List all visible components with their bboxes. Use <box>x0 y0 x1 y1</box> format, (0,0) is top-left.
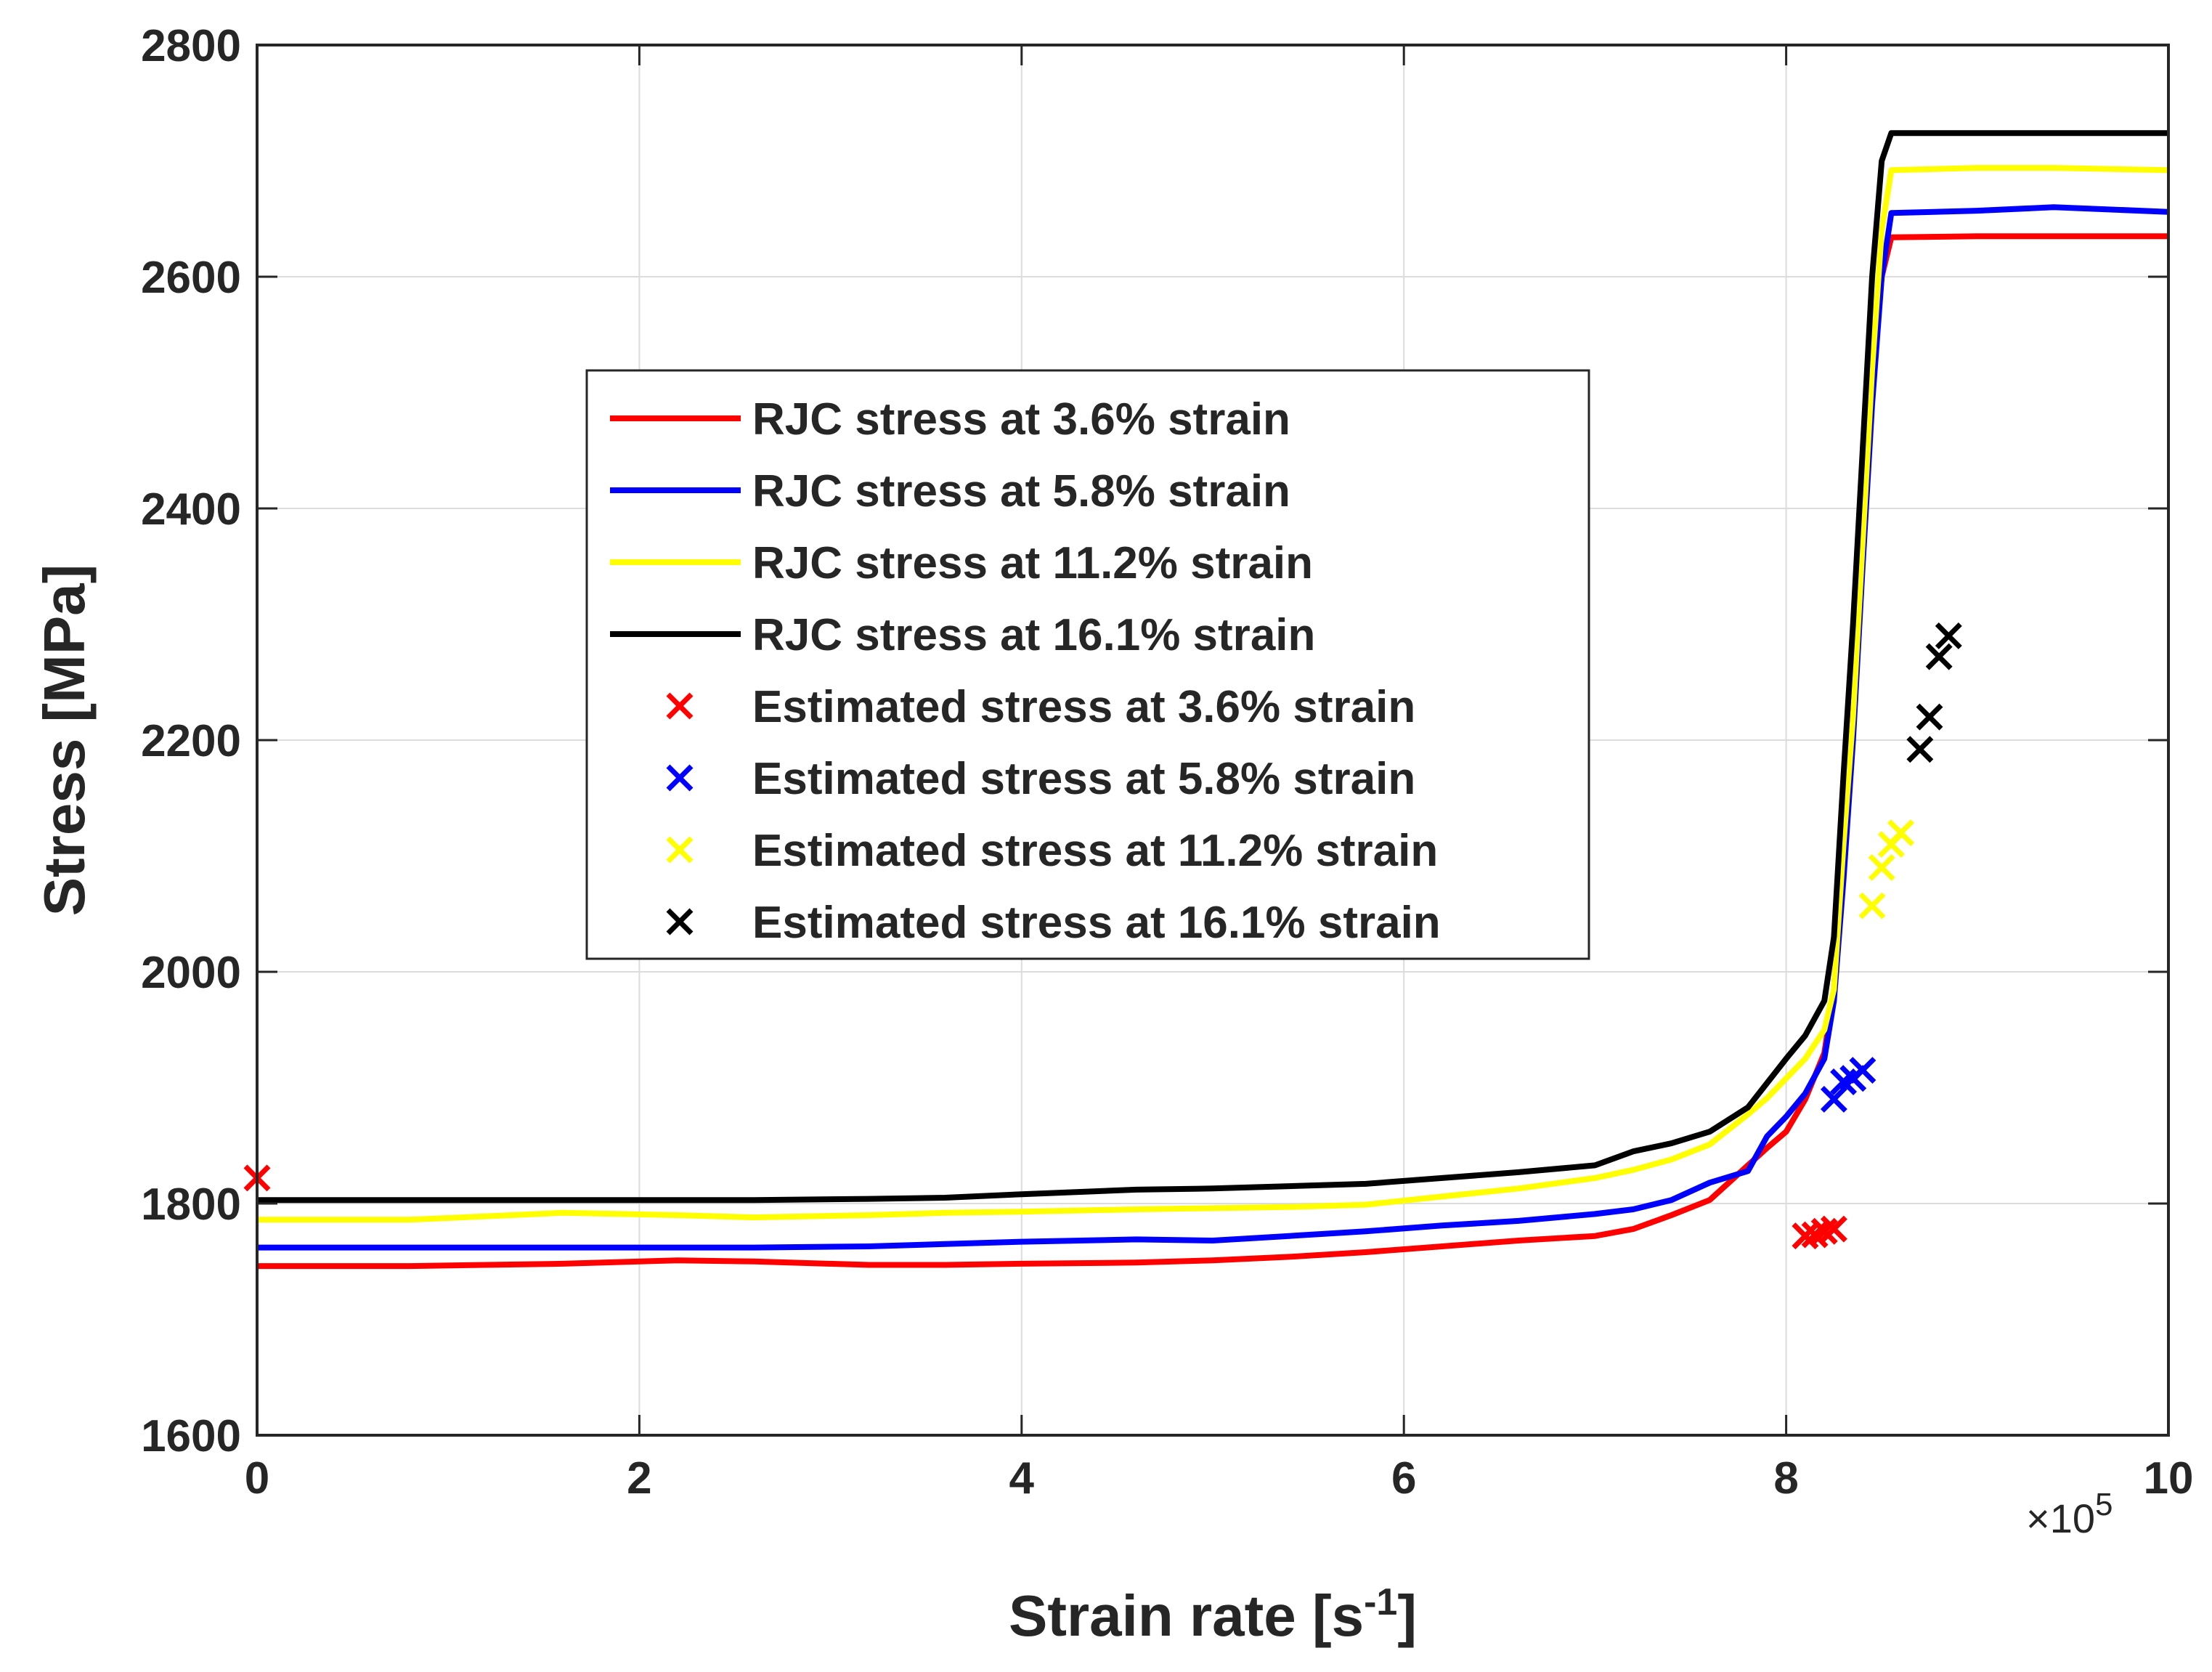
series-line-3 <box>257 165 2169 1223</box>
x-axis-multiplier: ×105 <box>2026 1487 2113 1542</box>
legend-label: Estimated stress at 3.6% strain <box>752 682 1415 732</box>
series-7-point <box>1868 853 1895 881</box>
series-8-point <box>1906 736 1934 763</box>
y-tick-label: 2800 <box>141 21 241 71</box>
legend-label: RJC stress at 3.6% strain <box>752 394 1290 445</box>
legend-marker-swatch <box>666 908 694 936</box>
legend: RJC stress at 3.6% strain RJC stress at 5… <box>585 369 1590 960</box>
legend-entry: Estimated stress at 3.6% strain <box>666 682 1415 732</box>
legend-label: Estimated stress at 16.1% strain <box>752 898 1441 948</box>
series-7-point <box>1858 892 1886 920</box>
x-axis-multiplier-exponent: 5 <box>2095 1487 2113 1522</box>
legend-entry: RJC stress at 16.1% strain <box>610 610 1315 660</box>
legend-entry: Estimated stress at 16.1% strain <box>666 898 1441 948</box>
legend-entry: RJC stress at 11.2% strain <box>610 538 1313 588</box>
x-tick-label: 2 <box>627 1453 651 1503</box>
x-axis-title-superscript: -1 <box>1364 1581 1397 1623</box>
legend-label: Estimated stress at 5.8% strain <box>752 754 1415 804</box>
y-tick-label: 1600 <box>141 1411 241 1461</box>
x-tick-label: 10 <box>2144 1453 2194 1503</box>
series-7-point <box>1887 819 1914 847</box>
series-8-point <box>1916 703 1943 731</box>
legend-entry: RJC stress at 3.6% strain <box>610 394 1290 445</box>
ticks: 0 2 4 6 8 10 1600 1800 2000 2200 2400 2600 2800 <box>141 21 2193 1503</box>
series-8-point <box>1925 643 1953 670</box>
series-5-point <box>1792 1222 1819 1250</box>
series-5-point <box>1820 1215 1847 1243</box>
x-tick-label: 8 <box>1773 1453 1798 1503</box>
legend-label: RJC stress at 5.8% strain <box>752 466 1290 516</box>
y-axis-title: Stress [MPa] <box>32 564 97 917</box>
series-6-point <box>1849 1057 1876 1084</box>
legend-label: RJC stress at 16.1% strain <box>752 610 1315 660</box>
y-tick-label: 2000 <box>141 948 241 998</box>
series-line-4 <box>257 130 2168 1204</box>
legend-marker-swatch <box>666 764 694 792</box>
x-axis-title: Strain rate [s-1] <box>1009 1581 1417 1648</box>
series-layer <box>243 130 2169 1270</box>
legend-label: Estimated stress at 11.2% strain <box>752 826 1438 876</box>
x-tick-label: 0 <box>245 1453 269 1503</box>
y-tick-label: 1800 <box>141 1180 241 1230</box>
x-tick-label: 4 <box>1009 1453 1035 1503</box>
legend-marker-swatch <box>666 692 694 720</box>
x-tick-label: 6 <box>1391 1453 1416 1503</box>
legend-entry: Estimated stress at 11.2% strain <box>666 826 1438 876</box>
legend-entry: RJC stress at 5.8% strain <box>610 466 1290 516</box>
series-8-point <box>1935 622 1962 649</box>
legend-box <box>585 369 1590 960</box>
y-tick-label: 2200 <box>141 716 241 766</box>
legend-label: RJC stress at 11.2% strain <box>752 538 1313 588</box>
y-tick-label: 2600 <box>141 253 241 303</box>
legend-entry: Estimated stress at 5.8% strain <box>666 754 1415 804</box>
series-6-point <box>1820 1085 1847 1113</box>
y-tick-label: 2400 <box>141 484 241 535</box>
series-5-point <box>1810 1217 1838 1245</box>
legend-marker-swatch <box>666 836 694 864</box>
